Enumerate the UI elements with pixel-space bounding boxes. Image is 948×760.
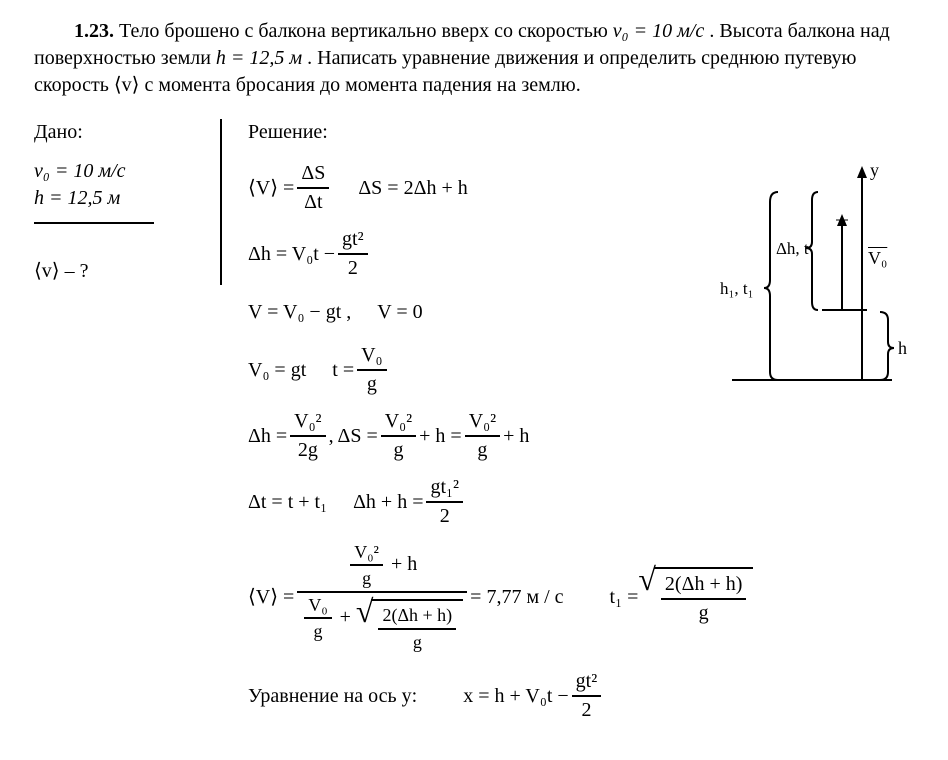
problem-text: с момента бросания до момента падения на… (144, 74, 580, 96)
given-block: Дано: v₀ = 10 м/с h = 12,5 м ⟨v⟩ – ? (34, 119, 222, 285)
eq-line-5: Δh = V₀²2g , ΔS = V₀²g + h = V₀²g + h (248, 408, 914, 464)
problem-statement: 1.23. Тело брошено с балкона вертикально… (34, 18, 914, 99)
given-find: ⟨v⟩ – ? (34, 258, 204, 285)
diagram-v0-label: V₀ (868, 246, 887, 270)
problem-text: Тело брошено с балкона вертикально вверх… (119, 20, 613, 42)
page: resheba.ru resheba.ru resheba.ru resheba… (0, 0, 948, 760)
mean-v-symbol: ⟨v⟩ (114, 74, 140, 96)
solution-label: Решение: (248, 119, 914, 146)
v0-expr: v₀ = 10 м/с (613, 20, 705, 42)
given-separator-line (34, 222, 154, 224)
vertical-separator (220, 119, 222, 285)
diagram-dh-label: Δh, t (776, 238, 809, 261)
given-h: h = 12,5 м (34, 185, 204, 212)
given-label: Дано: (34, 119, 204, 146)
diagram-h1-label: h₁, t₁ (720, 278, 754, 301)
eq-line-6: Δt = t + t₁ Δh + h = gt₁²2 (248, 474, 914, 530)
problem-number: 1.23. (74, 20, 114, 42)
diagram-h-label: h (898, 336, 907, 360)
given-v0: v₀ = 10 м/с (34, 158, 204, 185)
eq-line-8: Уравнение на ось y: x = h + V₀t − gt²2 (248, 668, 914, 724)
h-expr: h = 12,5 м (216, 47, 302, 69)
svg-text:y: y (870, 160, 879, 180)
eq-line-7: ⟨V⟩ = V₀²g + h V₀g + √ 2(Δh + h)g (248, 540, 914, 654)
diagram: y Δh, t h₁, t₁ V₀ h (722, 160, 902, 400)
